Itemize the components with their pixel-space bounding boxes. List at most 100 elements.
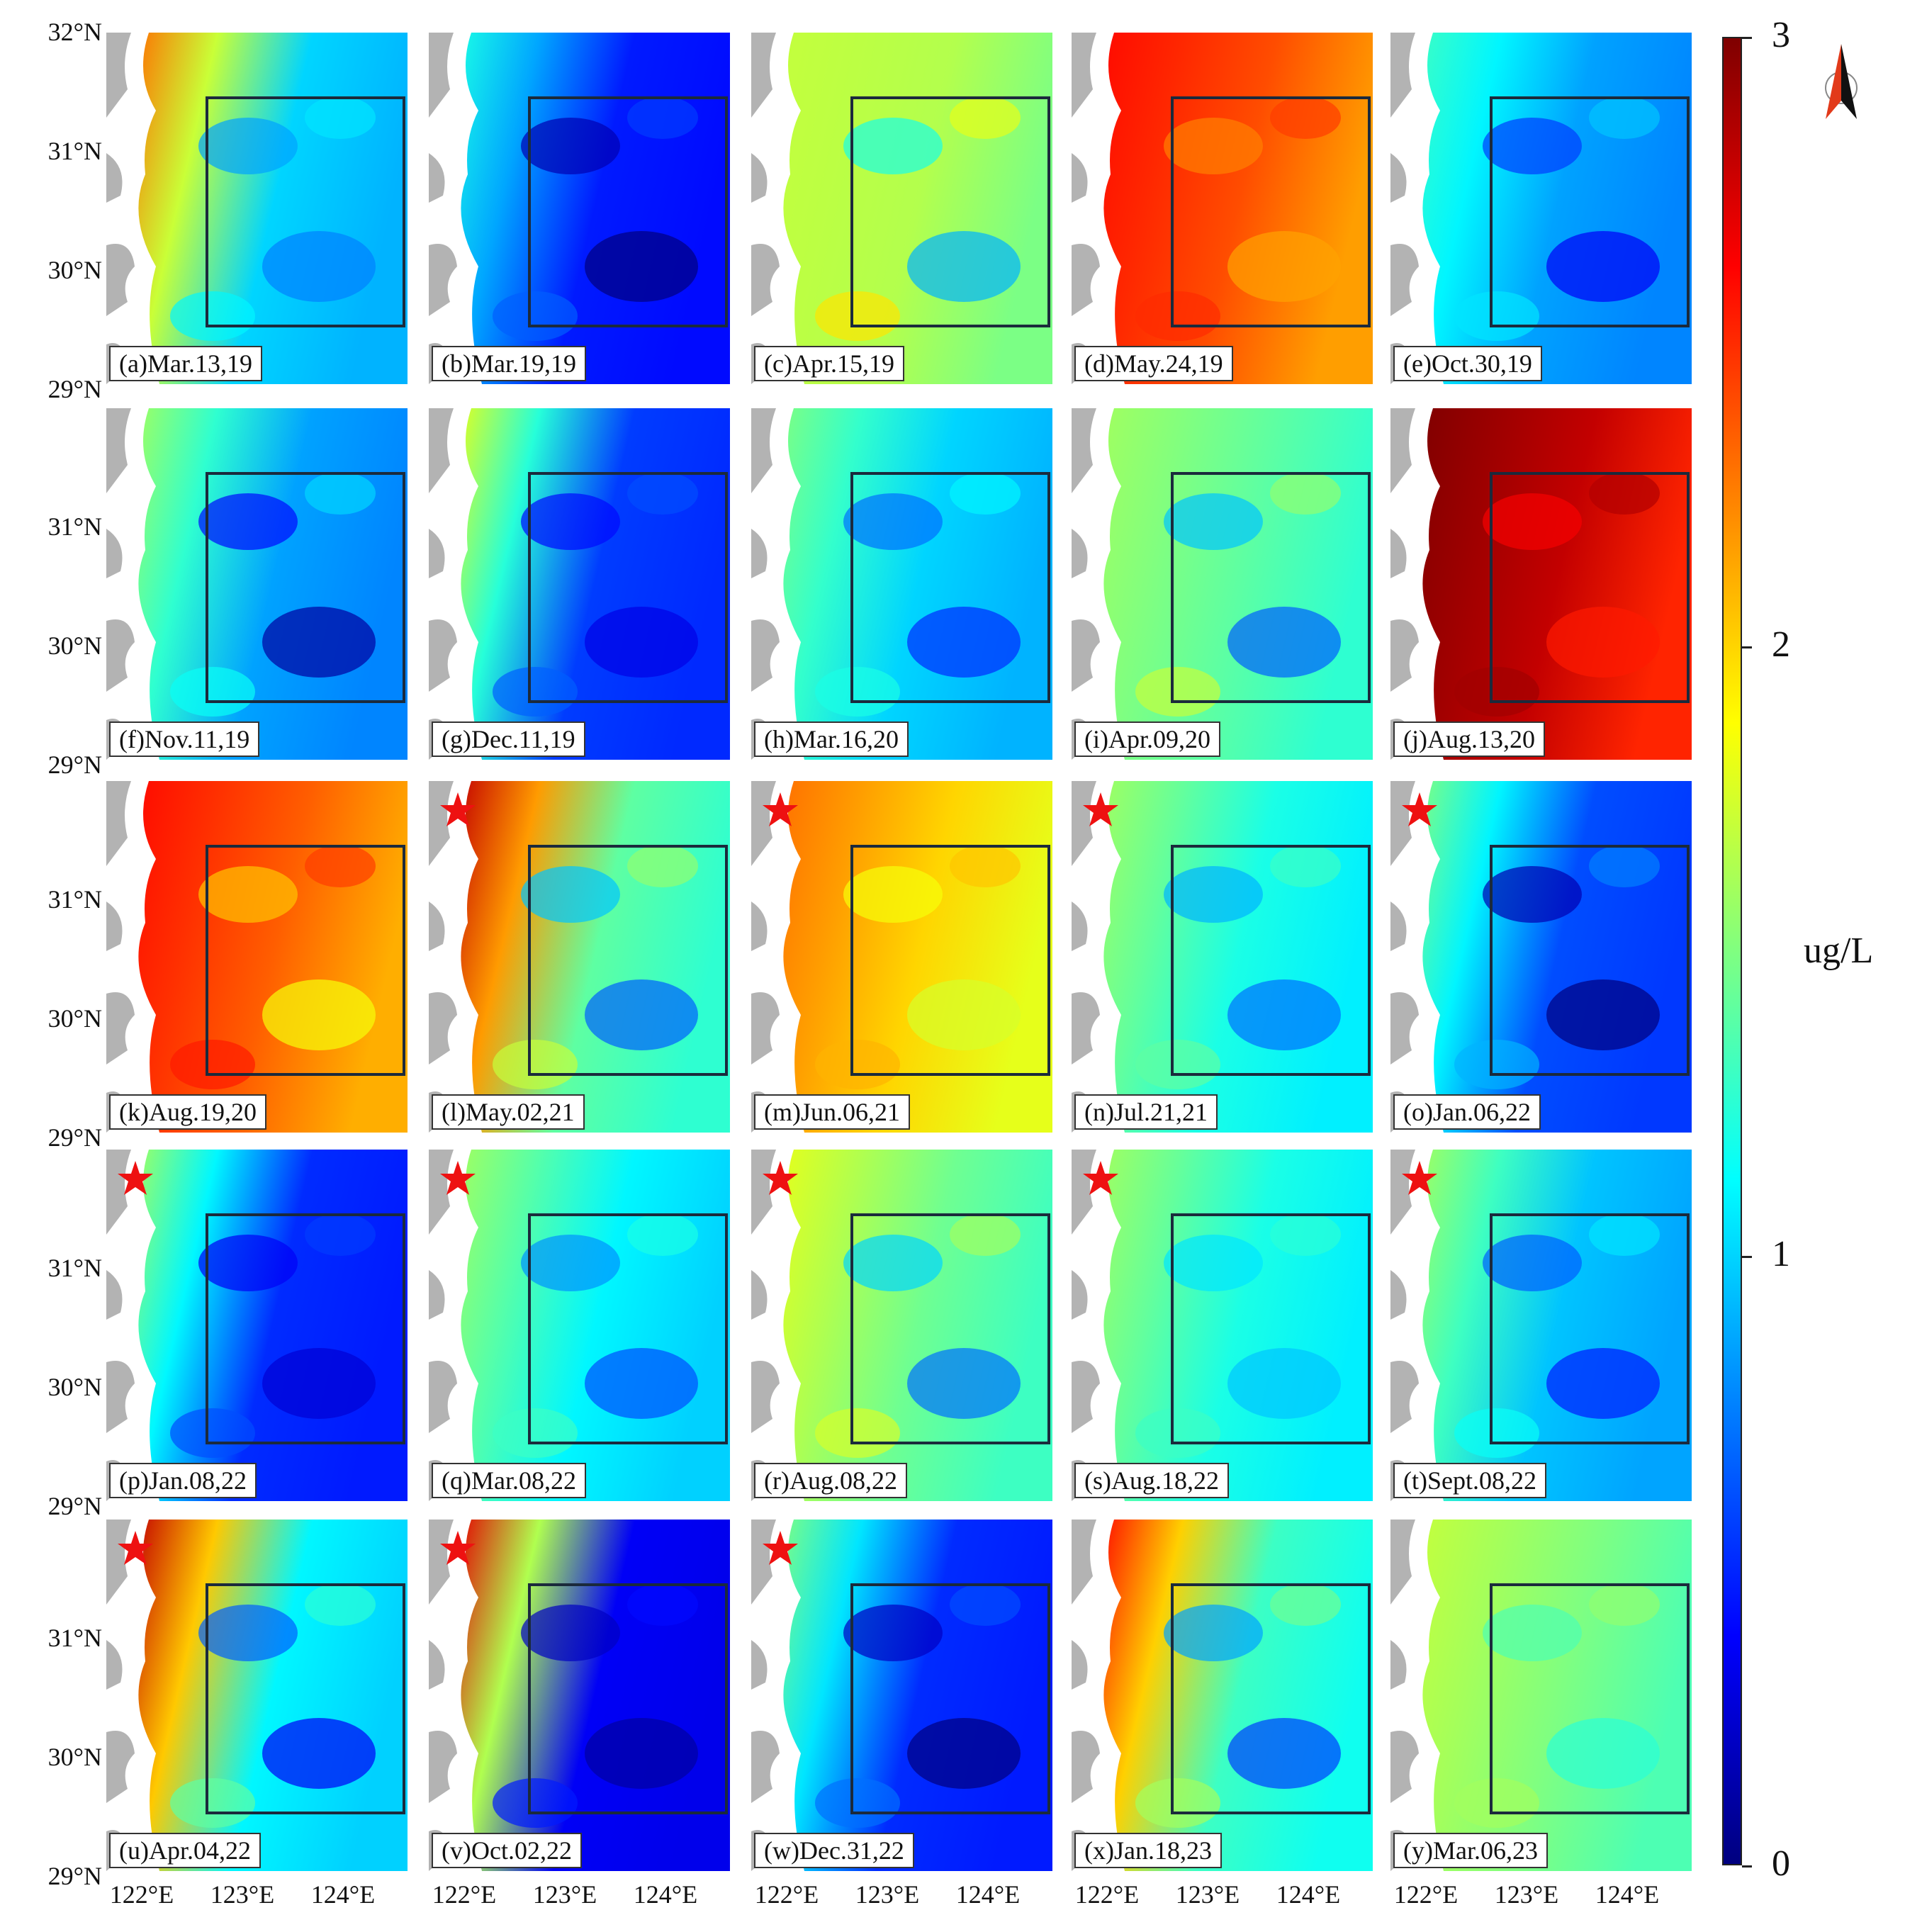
- latitude-label: 31°N: [47, 1624, 102, 1652]
- ocean-texture: [627, 96, 698, 139]
- map-panel: (o)Jan.06,22: [1390, 781, 1692, 1133]
- panel-label: (n)Jul.21,21: [1074, 1094, 1218, 1130]
- landmass: [1390, 1520, 1419, 1871]
- map-panel: (t)Sept.08,22: [1390, 1150, 1692, 1501]
- map-panel: (m)Jun.06,21: [751, 781, 1052, 1133]
- star-icon: [440, 792, 476, 826]
- chlorophyll-map: [751, 1150, 1052, 1501]
- panel-label: (d)May.24,19: [1074, 346, 1233, 381]
- chlorophyll-map: [751, 33, 1052, 384]
- ocean-texture: [1589, 1213, 1660, 1256]
- ocean-texture: [1270, 1213, 1341, 1256]
- ocean-texture: [585, 231, 698, 302]
- ocean-texture: [1589, 472, 1660, 515]
- ocean-texture: [843, 118, 943, 174]
- ocean-texture: [1270, 96, 1341, 139]
- landmass: [106, 1150, 135, 1501]
- landmass: [751, 1150, 780, 1501]
- ocean-texture: [493, 1778, 578, 1828]
- ocean-texture: [198, 866, 298, 923]
- landmass: [751, 781, 780, 1133]
- colorbar-tick: [1742, 1256, 1752, 1258]
- latitude-label: 29°N: [47, 1862, 102, 1890]
- ocean-texture: [198, 493, 298, 550]
- ocean-texture: [907, 979, 1021, 1050]
- landmass: [1072, 33, 1100, 384]
- ocean-texture: [1546, 607, 1660, 678]
- landmass: [1072, 781, 1100, 1133]
- landmass: [1390, 1150, 1419, 1501]
- panel-label: (h)Mar.16,20: [754, 721, 909, 757]
- ocean-texture: [305, 845, 376, 887]
- panel-label: (w)Dec.31,22: [754, 1833, 914, 1868]
- longitude-label: 123°E: [1494, 1880, 1559, 1909]
- longitude-label: 124°E: [1276, 1880, 1341, 1909]
- map-panel: (g)Dec.11,19: [429, 408, 730, 760]
- ocean-texture: [262, 607, 376, 678]
- panel-label: (v)Oct.02,22: [432, 1833, 582, 1868]
- study-area-box: [206, 1213, 405, 1444]
- colorbar-tick: [1742, 1865, 1752, 1868]
- ocean-texture: [950, 472, 1021, 515]
- map-panel: (v)Oct.02,22: [429, 1520, 730, 1871]
- longitude-label: 124°E: [310, 1880, 376, 1909]
- map-panel: (y)Mar.06,23: [1390, 1520, 1692, 1871]
- ocean-texture: [262, 979, 376, 1050]
- chlorophyll-map: [1072, 1520, 1373, 1871]
- map-panel: (e)Oct.30,19: [1390, 33, 1692, 384]
- latitude-label: 31°N: [47, 512, 102, 541]
- ocean-texture: [1135, 1408, 1220, 1458]
- ocean-texture: [170, 1408, 255, 1458]
- ocean-texture: [843, 1605, 943, 1661]
- study-area-box: [850, 472, 1050, 703]
- panel-label: (i)Apr.09,20: [1074, 721, 1220, 757]
- ocean-texture: [1454, 291, 1539, 341]
- study-area-box: [528, 1583, 728, 1814]
- study-area-box: [528, 472, 728, 703]
- ocean-texture: [815, 291, 900, 341]
- ocean-texture: [843, 1235, 943, 1291]
- study-area-box: [1171, 845, 1371, 1076]
- map-panel: (x)Jan.18,23: [1072, 1520, 1373, 1871]
- ocean-texture: [1454, 1040, 1539, 1089]
- ocean-texture: [493, 667, 578, 717]
- ocean-texture: [493, 291, 578, 341]
- map-panel: (l)May.02,21: [429, 781, 730, 1133]
- ocean-texture: [627, 1213, 698, 1256]
- longitude-label: 123°E: [532, 1880, 597, 1909]
- ocean-texture: [1483, 1235, 1582, 1291]
- latitude-label: 30°N: [47, 631, 102, 660]
- map-panel: (s)Aug.18,22: [1072, 1150, 1373, 1501]
- chlorophyll-map: [1072, 781, 1373, 1133]
- latitude-label: 30°N: [47, 1004, 102, 1033]
- landmass: [1072, 1520, 1100, 1871]
- ocean-texture: [1454, 667, 1539, 717]
- longitude-label: 123°E: [1175, 1880, 1240, 1909]
- landmass: [106, 33, 135, 384]
- ocean-texture: [815, 1408, 900, 1458]
- chlorophyll-map: [429, 1150, 730, 1501]
- ocean-texture: [262, 1348, 376, 1419]
- panel-label: (j)Aug.13,20: [1393, 721, 1545, 757]
- ocean-texture: [950, 1213, 1021, 1256]
- panel-label: (x)Jan.18,23: [1074, 1833, 1222, 1868]
- ocean-texture: [1227, 231, 1341, 302]
- map-panel: (h)Mar.16,20: [751, 408, 1052, 760]
- map-panel: (k)Aug.19,20: [106, 781, 408, 1133]
- ocean-texture: [1135, 291, 1220, 341]
- panel-label: (l)May.02,21: [432, 1094, 585, 1130]
- ocean-texture: [585, 1348, 698, 1419]
- landmass: [1072, 408, 1100, 760]
- chlorophyll-map: [1390, 408, 1692, 760]
- chlorophyll-map: [106, 1520, 408, 1871]
- star-icon: [1083, 1161, 1118, 1195]
- ocean-texture: [1589, 845, 1660, 887]
- map-panel: (p)Jan.08,22: [106, 1150, 408, 1501]
- panel-label: (s)Aug.18,22: [1074, 1463, 1229, 1498]
- ocean-texture: [950, 96, 1021, 139]
- study-area-box: [1490, 472, 1690, 703]
- ocean-texture: [815, 667, 900, 717]
- landmass: [429, 1150, 457, 1501]
- ocean-texture: [950, 845, 1021, 887]
